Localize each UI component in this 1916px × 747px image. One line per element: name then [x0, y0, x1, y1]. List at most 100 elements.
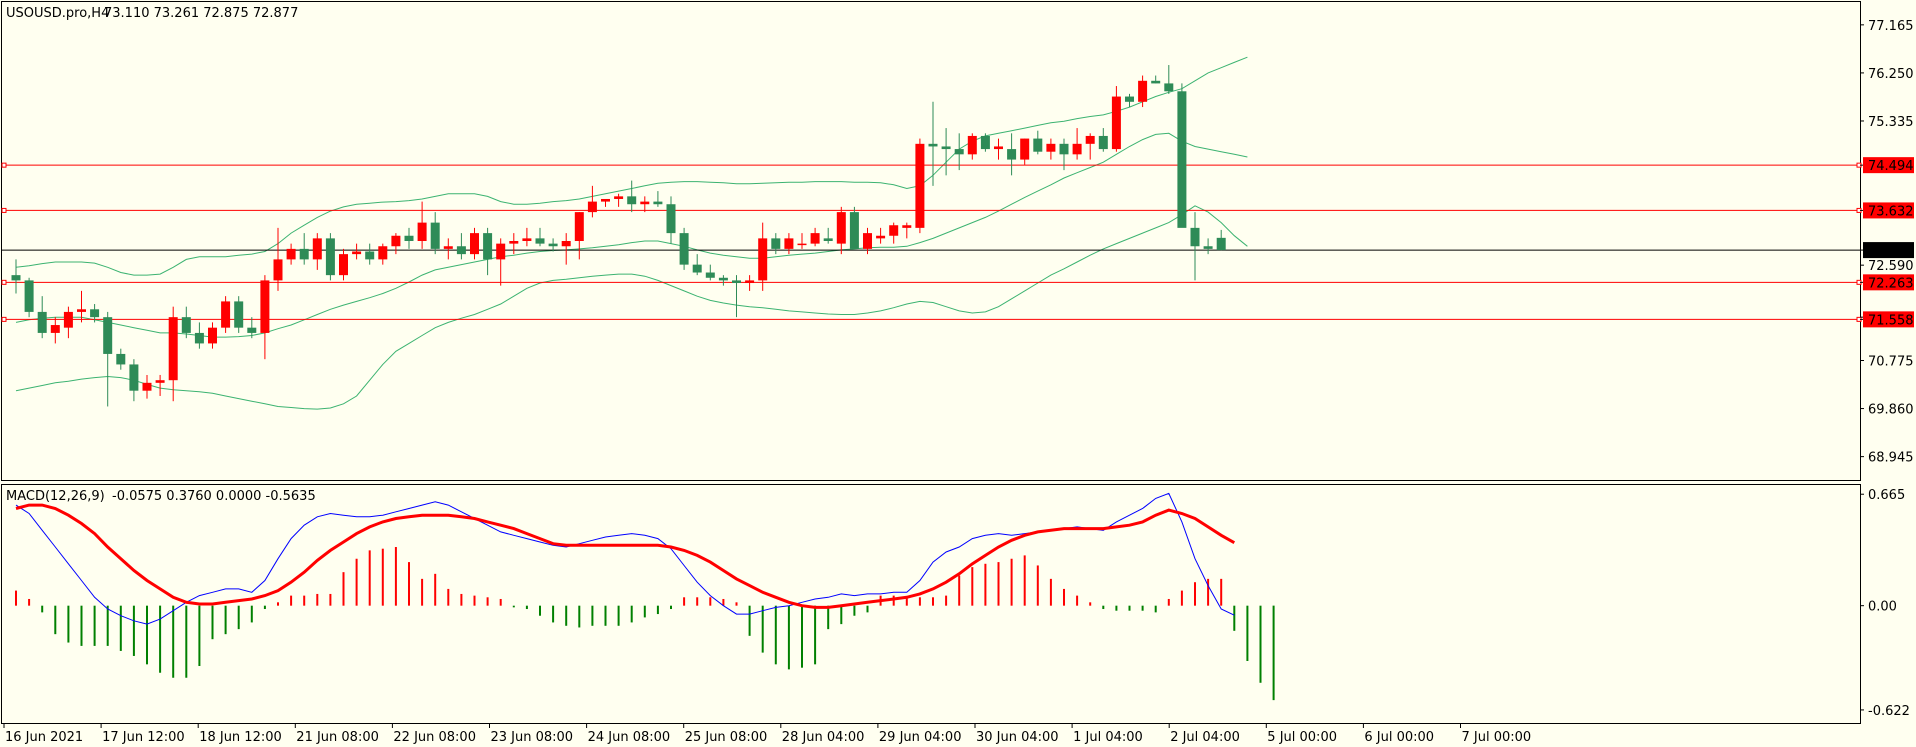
candle-body[interactable] — [509, 241, 519, 244]
candle-body[interactable] — [142, 382, 152, 391]
candle-body[interactable] — [208, 327, 217, 344]
candle-body[interactable] — [771, 238, 781, 249]
candle-body[interactable] — [967, 135, 977, 155]
candle-body[interactable] — [666, 204, 676, 234]
candle-body[interactable] — [627, 196, 637, 205]
candle-body[interactable] — [928, 143, 938, 147]
candle-body[interactable] — [1203, 246, 1213, 249]
candle-body[interactable] — [312, 238, 322, 260]
candle-body[interactable] — [443, 246, 453, 249]
candle-body[interactable] — [784, 238, 794, 249]
level-handle[interactable] — [1, 279, 7, 285]
candle-body[interactable] — [640, 201, 650, 205]
candle-body[interactable] — [915, 143, 925, 228]
candle-body[interactable] — [496, 243, 506, 260]
candle-body[interactable] — [653, 201, 663, 205]
candle-body[interactable] — [876, 235, 886, 239]
candle-body[interactable] — [1125, 96, 1134, 102]
candle-body[interactable] — [378, 246, 388, 260]
level-handle[interactable] — [1, 207, 7, 213]
candle-body[interactable] — [980, 135, 990, 150]
candle-body[interactable] — [1007, 149, 1017, 160]
candle-body[interactable] — [24, 280, 34, 312]
candle-body[interactable] — [286, 248, 296, 260]
candle-body[interactable] — [902, 225, 912, 228]
candle-body[interactable] — [1046, 143, 1056, 152]
candle-body[interactable] — [1098, 135, 1108, 150]
candle-body[interactable] — [391, 235, 401, 247]
candle-body[interactable] — [11, 275, 21, 281]
candle-body[interactable] — [1216, 237, 1226, 251]
candle-body[interactable] — [339, 254, 348, 276]
candle-body[interactable] — [404, 235, 414, 241]
candle-body[interactable] — [273, 259, 283, 281]
candle-body[interactable] — [181, 317, 191, 333]
candle-body[interactable] — [1177, 91, 1187, 228]
candle-body[interactable] — [430, 222, 440, 249]
candle-body[interactable] — [37, 311, 47, 333]
macd-panel[interactable] — [1, 484, 1861, 724]
candle-body[interactable] — [705, 272, 715, 278]
candle-body[interactable] — [994, 146, 1003, 150]
level-handle[interactable] — [1, 162, 7, 168]
candle-body[interactable] — [352, 251, 362, 255]
candle-body[interactable] — [587, 201, 597, 213]
candle-body[interactable] — [50, 325, 60, 333]
candle-body[interactable] — [614, 196, 624, 199]
candle-body[interactable] — [574, 212, 584, 241]
candle-body[interactable] — [90, 309, 100, 318]
candle-body[interactable] — [1138, 80, 1148, 102]
candle-body[interactable] — [365, 251, 375, 260]
candle-body[interactable] — [745, 280, 755, 284]
candle-body[interactable] — [63, 311, 73, 328]
candle-body[interactable] — [1072, 143, 1082, 155]
candle-body[interactable] — [194, 332, 204, 344]
candle-body[interactable] — [103, 317, 113, 354]
candle-body[interactable] — [889, 225, 899, 236]
candle-body[interactable] — [797, 243, 807, 246]
candle-body[interactable] — [260, 280, 270, 333]
candle-body[interactable] — [836, 212, 846, 244]
candle-body[interactable] — [810, 233, 820, 244]
candle-body[interactable] — [1020, 138, 1030, 160]
candle-body[interactable] — [548, 243, 558, 247]
candle-body[interactable] — [522, 238, 532, 241]
candle-body[interactable] — [535, 238, 545, 244]
candle-body[interactable] — [155, 380, 165, 383]
candle-body[interactable] — [221, 301, 231, 328]
candle-body[interactable] — [1085, 135, 1095, 144]
candle-body[interactable] — [299, 248, 309, 260]
candle-body[interactable] — [129, 364, 139, 391]
candle-body[interactable] — [483, 233, 493, 260]
candle-body[interactable] — [1190, 227, 1200, 247]
candle-body[interactable] — [1033, 138, 1043, 152]
candle-body[interactable] — [1151, 80, 1161, 84]
candle-body[interactable] — [601, 198, 610, 202]
candle-body[interactable] — [954, 149, 964, 155]
candle-body[interactable] — [561, 241, 571, 247]
candle-body[interactable] — [77, 309, 86, 312]
candle-body[interactable] — [470, 233, 479, 255]
candle-body[interactable] — [1059, 143, 1069, 155]
candle-body[interactable] — [456, 246, 466, 255]
candle-body[interactable] — [718, 277, 728, 281]
candle-body[interactable] — [863, 233, 872, 249]
candle-body[interactable] — [325, 238, 335, 276]
candle-body[interactable] — [168, 317, 178, 381]
candle-body[interactable] — [234, 301, 244, 328]
candle-body[interactable] — [823, 238, 833, 241]
candle-body[interactable] — [1164, 83, 1174, 92]
candle-body[interactable] — [849, 212, 859, 249]
candle-body[interactable] — [758, 238, 768, 281]
candle-body[interactable] — [732, 280, 741, 284]
candle-body[interactable] — [1111, 96, 1121, 150]
candle-body[interactable] — [116, 353, 126, 365]
candle-body[interactable] — [941, 146, 951, 150]
candle-body[interactable] — [247, 327, 257, 333]
price-panel[interactable] — [1, 1, 1861, 481]
level-handle[interactable] — [1, 316, 7, 322]
candle-body[interactable] — [417, 222, 427, 241]
candle-body[interactable] — [692, 264, 702, 273]
candle-body[interactable] — [679, 233, 689, 265]
